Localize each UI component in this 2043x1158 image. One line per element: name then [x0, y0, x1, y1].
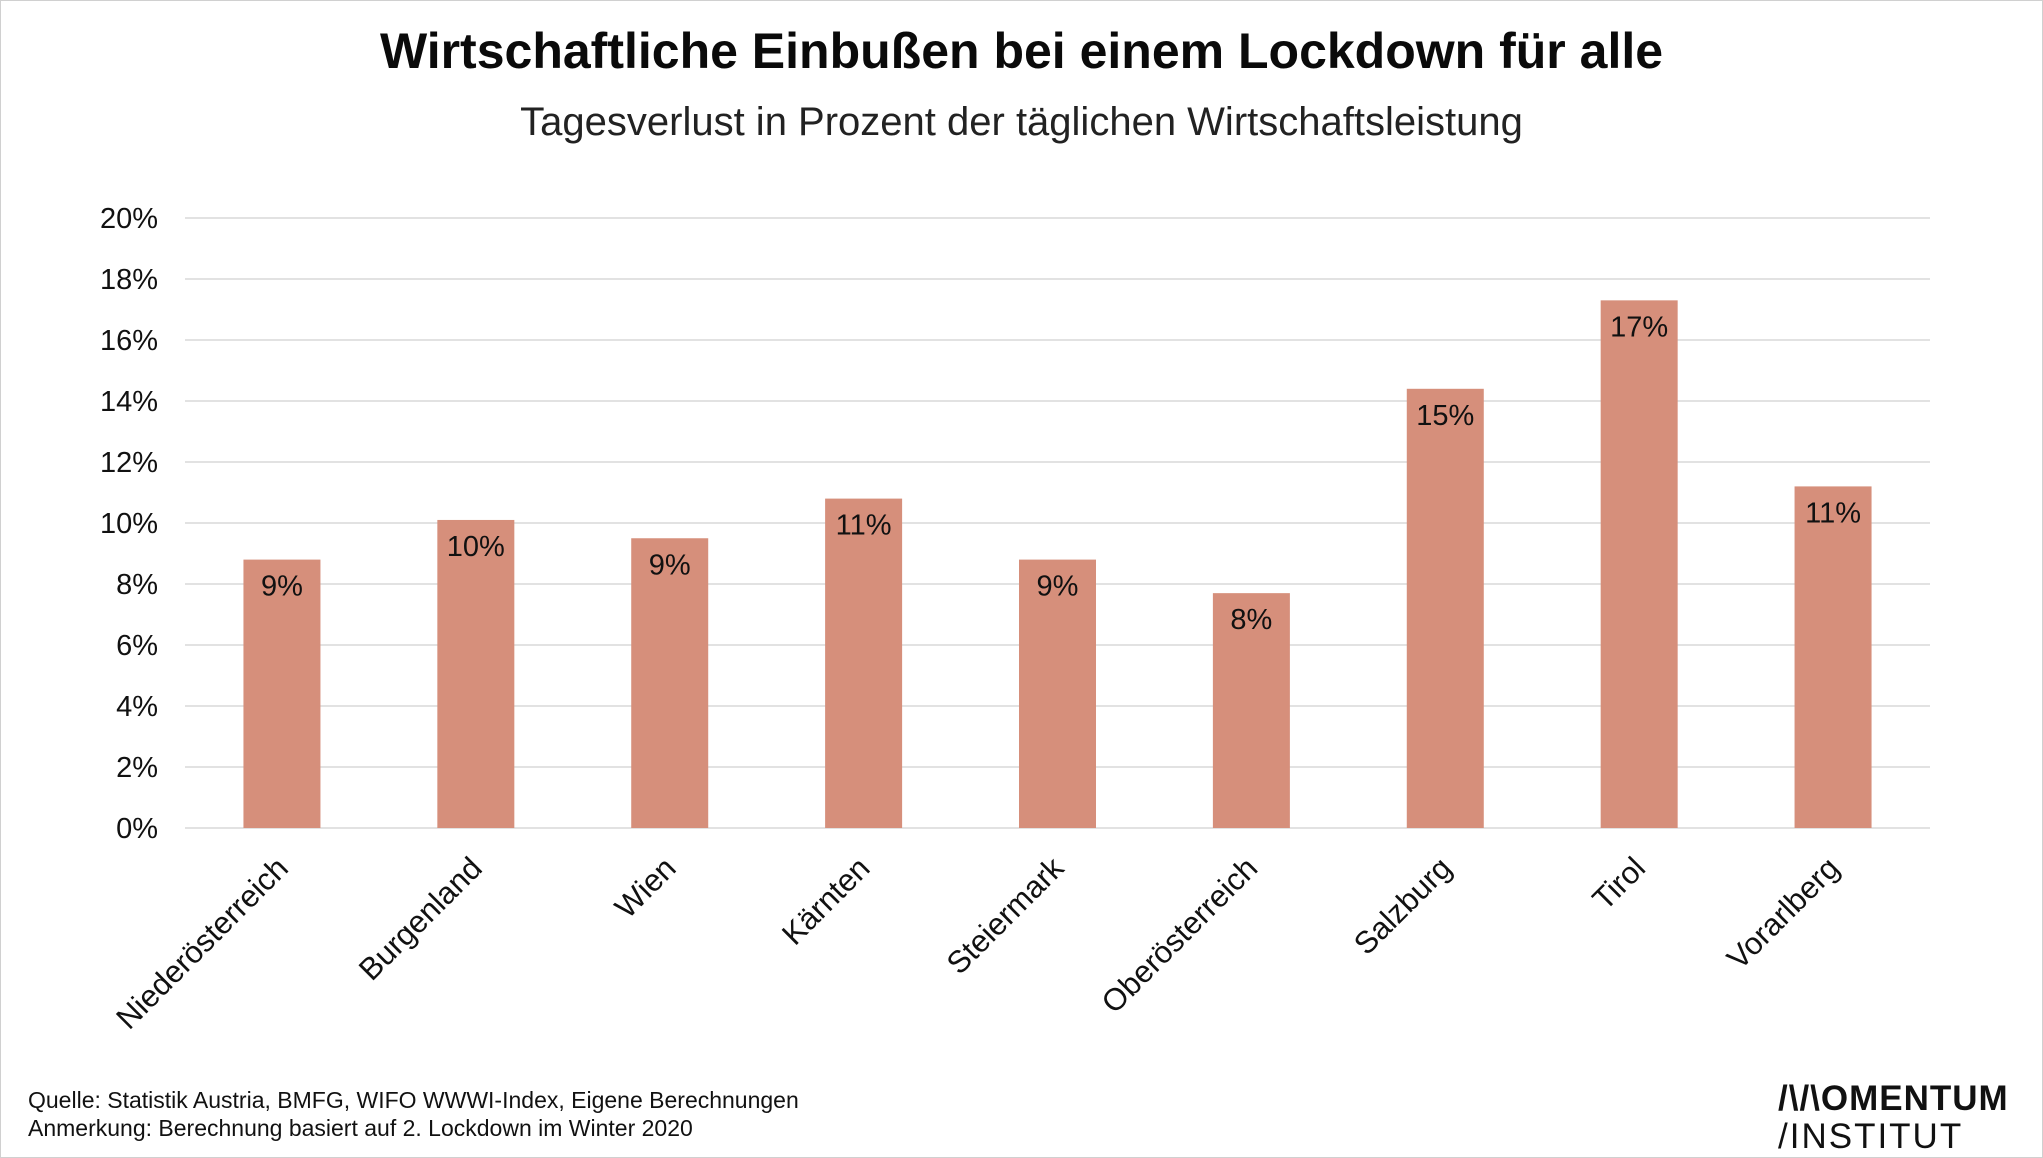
y-tick-label: 12% — [100, 447, 158, 479]
logo-line-1: /\/\OMENTUM — [1778, 1079, 2009, 1118]
bar-value-label: 9% — [649, 549, 691, 581]
x-category-label: Vorarlberg — [1720, 850, 1846, 976]
x-category-label: Niederösterreich — [109, 850, 295, 1036]
x-category-label: Burgenland — [352, 850, 489, 987]
bar — [1600, 300, 1678, 829]
x-category-label: Salzburg — [1347, 850, 1458, 961]
bar — [243, 559, 321, 828]
y-tick-label: 6% — [116, 630, 158, 662]
logo-line-2: /INSTITUT — [1778, 1117, 1964, 1156]
y-tick-label: 16% — [100, 325, 158, 357]
y-tick-label: 14% — [100, 386, 158, 418]
y-tick-label: 8% — [116, 569, 158, 601]
y-tick-label: 0% — [116, 813, 158, 845]
bar-value-label: 17% — [1610, 311, 1668, 343]
chart-subtitle: Tagesverlust in Prozent der täglichen Wi… — [520, 100, 1523, 144]
y-axis-ticks: 0% 2% 4% 6% 8% 10% 12% 14% 16% 18% 20% — [100, 203, 158, 845]
source-note: Quelle: Statistik Austria, BMFG, WIFO WW… — [28, 1086, 799, 1142]
bar-value-label: 9% — [1037, 571, 1079, 603]
bar-value-label: 8% — [1230, 604, 1272, 636]
x-category-label: Oberösterreich — [1095, 850, 1265, 1020]
bar-value-label: 10% — [447, 531, 505, 563]
x-category-label: Steiermark — [940, 850, 1071, 981]
y-tick-label: 2% — [116, 752, 158, 784]
annotation-line: Anmerkung: Berechnung basiert auf 2. Loc… — [28, 1115, 693, 1141]
bar-chart: 0%2%4%6%8%10%12%14%16%18%20% 9%10%9%11%9… — [100, 203, 1930, 1036]
bar — [1406, 388, 1484, 828]
x-category-label: Tirol — [1586, 850, 1653, 917]
chart-title: Wirtschaftliche Einbußen bei einem Lockd… — [379, 23, 1664, 79]
y-tick-label: 18% — [100, 264, 158, 296]
bar-value-label: 15% — [1416, 400, 1474, 432]
y-tick-label: 20% — [100, 203, 158, 235]
data-labels: 9% 10% 9% 11% 9% 8% 15% 17% 11% — [261, 311, 1861, 636]
bar-value-label: 11% — [1805, 497, 1861, 529]
x-category-label: Wien — [608, 850, 683, 925]
bar — [1794, 486, 1872, 828]
bar — [825, 498, 903, 828]
source-line: Quelle: Statistik Austria, BMFG, WIFO WW… — [28, 1087, 799, 1113]
y-tick-label: 4% — [116, 691, 158, 723]
bar — [437, 519, 515, 828]
x-axis-categories: Niederösterreich Burgenland Wien Kärnten Ste… — [109, 850, 1846, 1036]
bar-value-label: 11% — [836, 510, 892, 542]
bar-value-label: 9% — [261, 571, 303, 603]
bars — [243, 300, 1872, 829]
bar — [631, 538, 709, 828]
x-category-label: Kärnten — [775, 850, 877, 952]
momentum-institut-logo: /\/\OMENTUM /INSTITUT — [1778, 1080, 2038, 1156]
y-tick-label: 10% — [100, 508, 158, 540]
bar — [1019, 559, 1096, 828]
bar — [1212, 593, 1290, 828]
